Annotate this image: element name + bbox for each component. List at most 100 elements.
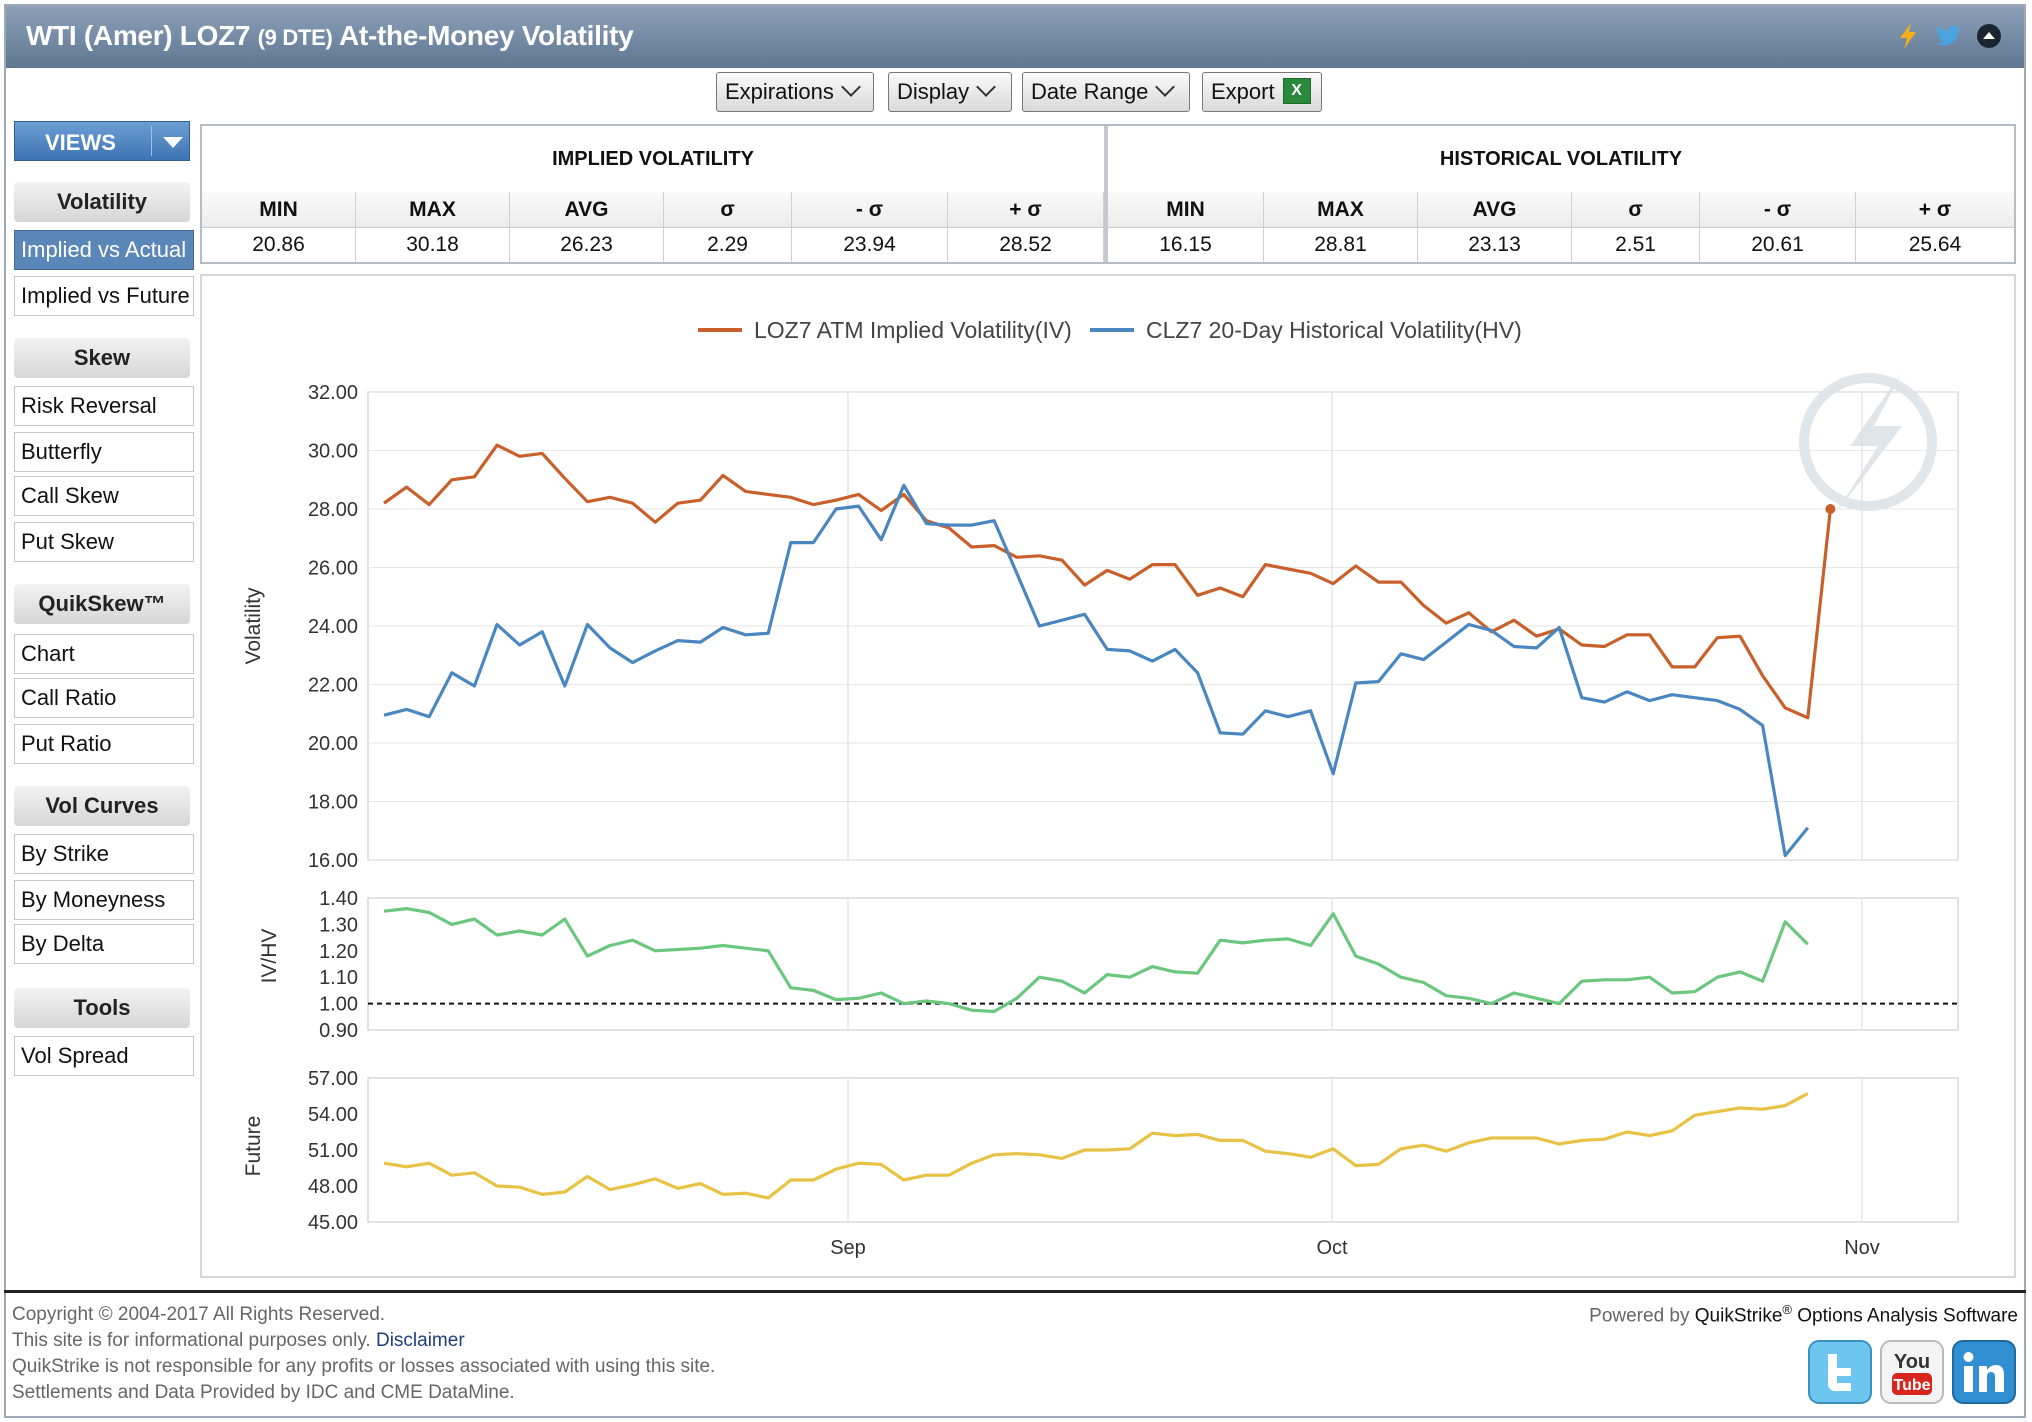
sidebar-item-call-ratio[interactable]: Call Ratio	[14, 678, 194, 718]
iv-header-max: MAX	[356, 192, 510, 228]
iv-value-max: 30.18	[356, 228, 510, 262]
export-button[interactable]: Export X	[1202, 72, 1322, 112]
chart-legend: LOZ7 ATM Implied Volatility(IV) CLZ7 20-…	[698, 317, 1522, 343]
hv-value-sigma: 2.51	[1572, 228, 1700, 262]
youtube-icon[interactable]: You Tube	[1880, 1340, 1944, 1404]
footer-legal: Copyright © 2004-2017 All Rights Reserve…	[12, 1302, 715, 1406]
twitter-icon[interactable]	[1934, 21, 1964, 51]
volatility-chart[interactable]: LOZ7 ATM Implied Volatility(IV) CLZ7 20-…	[202, 276, 2014, 1276]
iv-value-min: 20.86	[202, 228, 356, 262]
sidebar-item-put-skew[interactable]: Put Skew	[14, 522, 194, 562]
y-tick-label: 1.10	[319, 967, 358, 989]
series-line-0-0[interactable]	[383, 443, 1832, 720]
legend-label-hv: CLZ7 20-Day Historical Volatility(HV)	[1146, 317, 1522, 343]
iv-header-plus-sigma: + σ	[948, 192, 1104, 228]
sidebar-item-put-ratio[interactable]: Put Ratio	[14, 724, 194, 764]
y-tick-label: 20.00	[308, 733, 358, 755]
series-line-2-0[interactable]	[383, 1092, 1809, 1200]
sidebar-item-chart[interactable]: Chart	[14, 634, 194, 674]
powered-suffix: Options Analysis Software	[1797, 1305, 2018, 1327]
export-label: Export	[1211, 79, 1275, 104]
title-bar: WTI (Amer) LOZ7 (9 DTE) At-the-Money Vol…	[6, 6, 2024, 68]
plot-area-1	[367, 897, 1959, 1031]
section-header-tools: Tools	[14, 988, 190, 1028]
x-tick-label: Sep	[830, 1237, 866, 1259]
series-line-1-0[interactable]	[383, 906, 1809, 1014]
iv-value-minus-sigma: 23.94	[792, 228, 948, 262]
section-header-volatility: Volatility	[14, 182, 190, 222]
sidebar-item-butterfly[interactable]: Butterfly	[14, 432, 194, 472]
display-dropdown[interactable]: Display	[888, 72, 1012, 112]
copyright-text: Copyright © 2004-2017 All Rights Reserve…	[12, 1304, 386, 1325]
views-dropdown-button[interactable]: VIEWS	[14, 121, 190, 161]
y-tick-label: 51.00	[308, 1140, 358, 1162]
sidebar-item-implied-vs-actual[interactable]: Implied vs Actual	[14, 230, 194, 270]
plot-area-2	[367, 1077, 1959, 1223]
series-line-0-1[interactable]	[383, 483, 1810, 858]
date-range-dropdown[interactable]: Date Range	[1022, 72, 1190, 112]
chart-panel: LOZ7 ATM Implied Volatility(IV) CLZ7 20-…	[200, 274, 2016, 1278]
y-tick-label: 1.00	[319, 994, 358, 1016]
powered-by: Powered by QuikStrike® Options Analysis …	[1589, 1302, 2018, 1327]
legend-label-iv: LOZ7 ATM Implied Volatility(IV)	[754, 317, 1072, 343]
sidebar-item-risk-reversal[interactable]: Risk Reversal	[14, 386, 194, 426]
hv-value-minus-sigma: 20.61	[1700, 228, 1856, 262]
settlements-text: Settlements and Data Provided by IDC and…	[12, 1382, 515, 1403]
toolbar: Expirations Display Date Range Export X	[0, 72, 2032, 116]
y-tick-label: 45.00	[308, 1212, 358, 1234]
title-dte: (9 DTE)	[257, 25, 333, 50]
y-tick-label: 28.00	[308, 499, 358, 521]
sidebar-item-by-delta[interactable]: By Delta	[14, 924, 194, 964]
sidebar-item-implied-vs-future[interactable]: Implied vs Future	[14, 276, 194, 316]
powered-brand: QuikStrike	[1694, 1305, 1783, 1327]
hv-value-avg: 23.13	[1418, 228, 1572, 262]
svg-text:You: You	[1894, 1351, 1930, 1373]
y-tick-label: 30.00	[308, 441, 358, 463]
hv-header-minus-sigma: - σ	[1700, 192, 1856, 228]
volatility-stats-table: IMPLIED VOLATILITY HISTORICAL VOLATILITY…	[200, 124, 2016, 264]
sidebar-item-by-moneyness[interactable]: By Moneyness	[14, 880, 194, 920]
quikstrike-watermark-icon	[1799, 372, 1937, 516]
sidebar-item-vol-spread[interactable]: Vol Spread	[14, 1036, 194, 1076]
iv-header-minus-sigma: - σ	[792, 192, 948, 228]
display-label: Display	[897, 79, 970, 104]
date-range-label: Date Range	[1031, 79, 1149, 104]
hv-header-sigma: σ	[1572, 192, 1700, 228]
iv-header-min: MIN	[202, 192, 356, 228]
hv-header-min: MIN	[1108, 192, 1264, 228]
page-title: WTI (Amer) LOZ7 (9 DTE) At-the-Money Vol…	[26, 20, 634, 52]
twitter-icon[interactable]	[1808, 1340, 1872, 1404]
y-tick-label: 26.00	[308, 558, 358, 580]
iv-header-avg: AVG	[510, 192, 664, 228]
y-tick-label: 32.00	[308, 382, 358, 404]
liability-text: QuikStrike is not responsible for any pr…	[12, 1356, 716, 1377]
info-text: This site is for informational purposes …	[12, 1330, 371, 1351]
footer-divider	[4, 1290, 2026, 1293]
disclaimer-link[interactable]: Disclaimer	[375, 1330, 465, 1351]
table-divider	[1104, 126, 1108, 262]
sidebar-item-by-strike[interactable]: By Strike	[14, 834, 194, 874]
hv-value-max: 28.81	[1264, 228, 1418, 262]
series-endpoint-marker	[1825, 504, 1836, 514]
powered-registered-mark: ®	[1782, 1302, 1792, 1317]
hv-value-plus-sigma: 25.64	[1908, 233, 1962, 256]
section-header-skew: Skew	[14, 338, 190, 378]
y-tick-label: 1.30	[319, 914, 358, 936]
historical-volatility-title: HISTORICAL VOLATILITY	[1108, 126, 2014, 193]
dropdown-arrow-icon	[163, 137, 183, 148]
expirations-dropdown[interactable]: Expirations	[716, 72, 874, 112]
expirations-label: Expirations	[725, 79, 834, 104]
title-description: At-the-Money Volatility	[339, 20, 634, 51]
hv-header-max: MAX	[1264, 192, 1418, 228]
chevron-down-icon	[976, 77, 997, 97]
sidebar-item-call-skew[interactable]: Call Skew	[14, 476, 194, 516]
collapse-icon[interactable]	[1974, 21, 2004, 51]
svg-text:Tube: Tube	[1893, 1377, 1930, 1394]
y-tick-label: 18.00	[308, 792, 358, 814]
linkedin-icon[interactable]	[1952, 1340, 2016, 1404]
hv-header-avg: AVG	[1418, 192, 1572, 228]
iv-header-sigma: σ	[664, 192, 792, 228]
y-axis-title-ivhv: IV/HV	[258, 929, 281, 984]
y-axis-title-volatility: Volatility	[242, 587, 265, 665]
lightning-icon[interactable]	[1894, 21, 1924, 51]
